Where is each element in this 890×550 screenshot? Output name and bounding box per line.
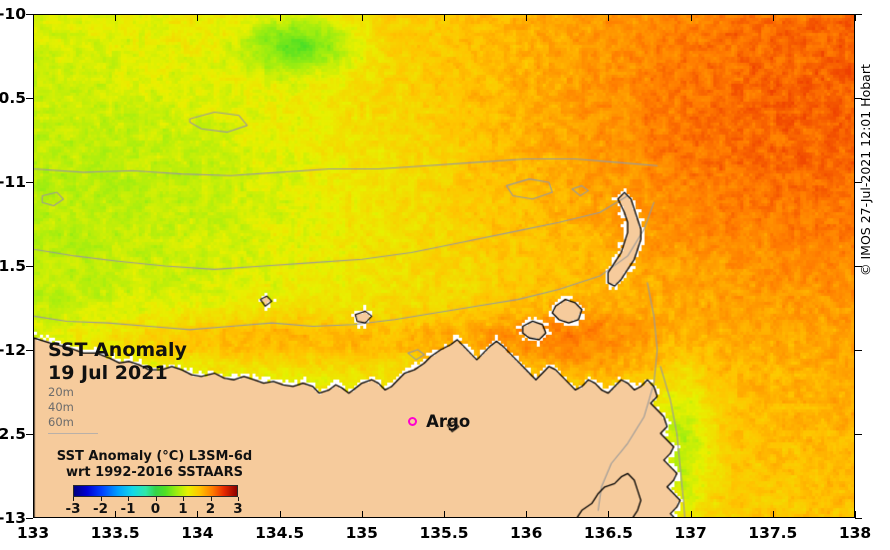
imos-credit-text: © IMOS 27-Jul-2021 12:01 Hobart bbox=[858, 64, 873, 276]
x-axis-label: 134.5 bbox=[255, 524, 305, 542]
x-axis-label: 137.5 bbox=[748, 524, 798, 542]
x-axis-tick-top bbox=[361, 14, 363, 21]
colorbar-tick bbox=[100, 497, 102, 501]
depth-legend-item-20m: 20m bbox=[48, 385, 74, 399]
x-axis-tick-bottom bbox=[279, 511, 281, 518]
x-axis-tick-bottom bbox=[690, 511, 692, 518]
y-axis-tick-left bbox=[26, 434, 33, 435]
y-axis-label: -11.5 bbox=[0, 257, 26, 275]
argo-float-marker-icon[interactable] bbox=[407, 417, 417, 427]
colorbar-title-line2: wrt 1992-2016 SSTAARS bbox=[66, 465, 243, 480]
depth-legend-rule bbox=[48, 432, 98, 434]
y-axis-tick-right bbox=[855, 350, 862, 351]
x-axis-label: 134 bbox=[181, 524, 214, 542]
colorbar-tick-label: 1 bbox=[178, 501, 188, 517]
x-axis-tick-top bbox=[115, 14, 117, 21]
map-title-line1: SST Anomaly bbox=[48, 339, 187, 361]
colorbar-tick-label: -3 bbox=[65, 501, 81, 517]
y-axis-tick-left bbox=[26, 182, 33, 183]
x-axis-tick-bottom bbox=[444, 511, 445, 518]
y-axis-tick-left bbox=[26, 350, 33, 351]
x-axis-tick-top bbox=[444, 14, 445, 21]
map-title: SST Anomaly 19 Jul 2021 bbox=[48, 339, 187, 385]
x-axis-tick-top bbox=[772, 14, 774, 21]
y-axis-tick-left bbox=[26, 98, 33, 99]
x-axis-tick-bottom bbox=[361, 511, 363, 518]
y-axis-tick-right bbox=[855, 14, 862, 15]
depth-legend-item-40m: 40m bbox=[48, 400, 74, 415]
colorbar-tick bbox=[155, 497, 157, 501]
y-axis-tick-left bbox=[26, 14, 33, 15]
x-axis-tick-bottom bbox=[608, 511, 610, 518]
x-axis-label: 133 bbox=[16, 524, 50, 542]
colorbar-tick-labels: -3 -2 -1 0 1 2 3 bbox=[66, 501, 243, 517]
y-axis-label: -11 bbox=[0, 173, 26, 191]
map-title-line2: 19 Jul 2021 bbox=[48, 362, 168, 385]
x-axis-tick-bottom bbox=[526, 511, 528, 518]
colorbar-bar-wrap bbox=[73, 485, 239, 501]
x-axis-label: 137 bbox=[674, 524, 707, 542]
colorbar-tick-label: -1 bbox=[120, 501, 136, 517]
coastline-and-bathymetry-overlay bbox=[34, 15, 854, 517]
colorbar-tick bbox=[128, 497, 129, 501]
x-axis-tick-top bbox=[690, 14, 692, 21]
map-plot-area: SST Anomaly 19 Jul 2021 20m 40m 60m Argo… bbox=[33, 14, 855, 518]
x-axis-tick-top bbox=[608, 14, 610, 21]
colorbar-tick bbox=[210, 497, 212, 501]
x-axis-tick-top bbox=[197, 14, 199, 21]
x-axis-label: 136 bbox=[510, 524, 543, 542]
y-axis-tick-left bbox=[26, 266, 33, 267]
x-axis-tick-top bbox=[279, 14, 281, 21]
colorbar-legend: SST Anomaly (°C) L3SM-6d wrt 1992-2016 S… bbox=[47, 449, 262, 517]
y-axis-label: -10.5 bbox=[0, 89, 26, 107]
colorbar-tick-label: -2 bbox=[93, 501, 108, 517]
colorbar-gradient bbox=[73, 485, 238, 497]
x-axis-label: 138 bbox=[838, 524, 872, 542]
x-axis-label: 135 bbox=[345, 524, 378, 542]
x-axis-tick-top bbox=[33, 14, 34, 21]
y-axis-label: -12 bbox=[0, 341, 26, 359]
x-axis-label: 136.5 bbox=[583, 524, 633, 542]
colorbar-tick-label: 2 bbox=[205, 501, 216, 517]
y-axis-label: -13 bbox=[0, 509, 26, 527]
y-axis-tick-right bbox=[855, 266, 862, 267]
x-axis-tick-bottom bbox=[115, 511, 117, 518]
y-axis-tick-right bbox=[855, 434, 862, 435]
x-axis-tick-bottom bbox=[33, 511, 34, 518]
colorbar-tick-label: 0 bbox=[150, 501, 161, 517]
argo-float-label: Argo bbox=[426, 411, 471, 431]
colorbar-title-line1: SST Anomaly (°C) L3SM-6d bbox=[56, 449, 253, 464]
y-axis-tick-right bbox=[855, 518, 862, 519]
bathymetry-depth-legend: 20m 40m 60m bbox=[48, 385, 98, 434]
y-axis-tick-right bbox=[855, 98, 862, 99]
x-axis-tick-top bbox=[855, 14, 856, 21]
x-axis-label: 135.5 bbox=[419, 524, 469, 542]
y-axis-tick-left bbox=[26, 518, 33, 519]
x-axis-tick-bottom bbox=[772, 511, 774, 518]
x-axis-tick-top bbox=[526, 14, 528, 21]
y-axis-label: -10 bbox=[0, 5, 26, 23]
y-axis-label: -12.5 bbox=[0, 425, 26, 443]
colorbar-tick bbox=[183, 497, 184, 501]
x-axis-label: 133.5 bbox=[90, 524, 140, 542]
colorbar-tick bbox=[238, 497, 239, 501]
x-axis-tick-bottom bbox=[855, 511, 856, 518]
y-axis-tick-right bbox=[855, 182, 862, 183]
colorbar-tick-label: 3 bbox=[233, 501, 243, 517]
depth-legend-item-60m: 60m bbox=[48, 415, 74, 430]
x-axis-tick-bottom bbox=[197, 511, 199, 518]
colorbar-tick bbox=[73, 497, 74, 501]
